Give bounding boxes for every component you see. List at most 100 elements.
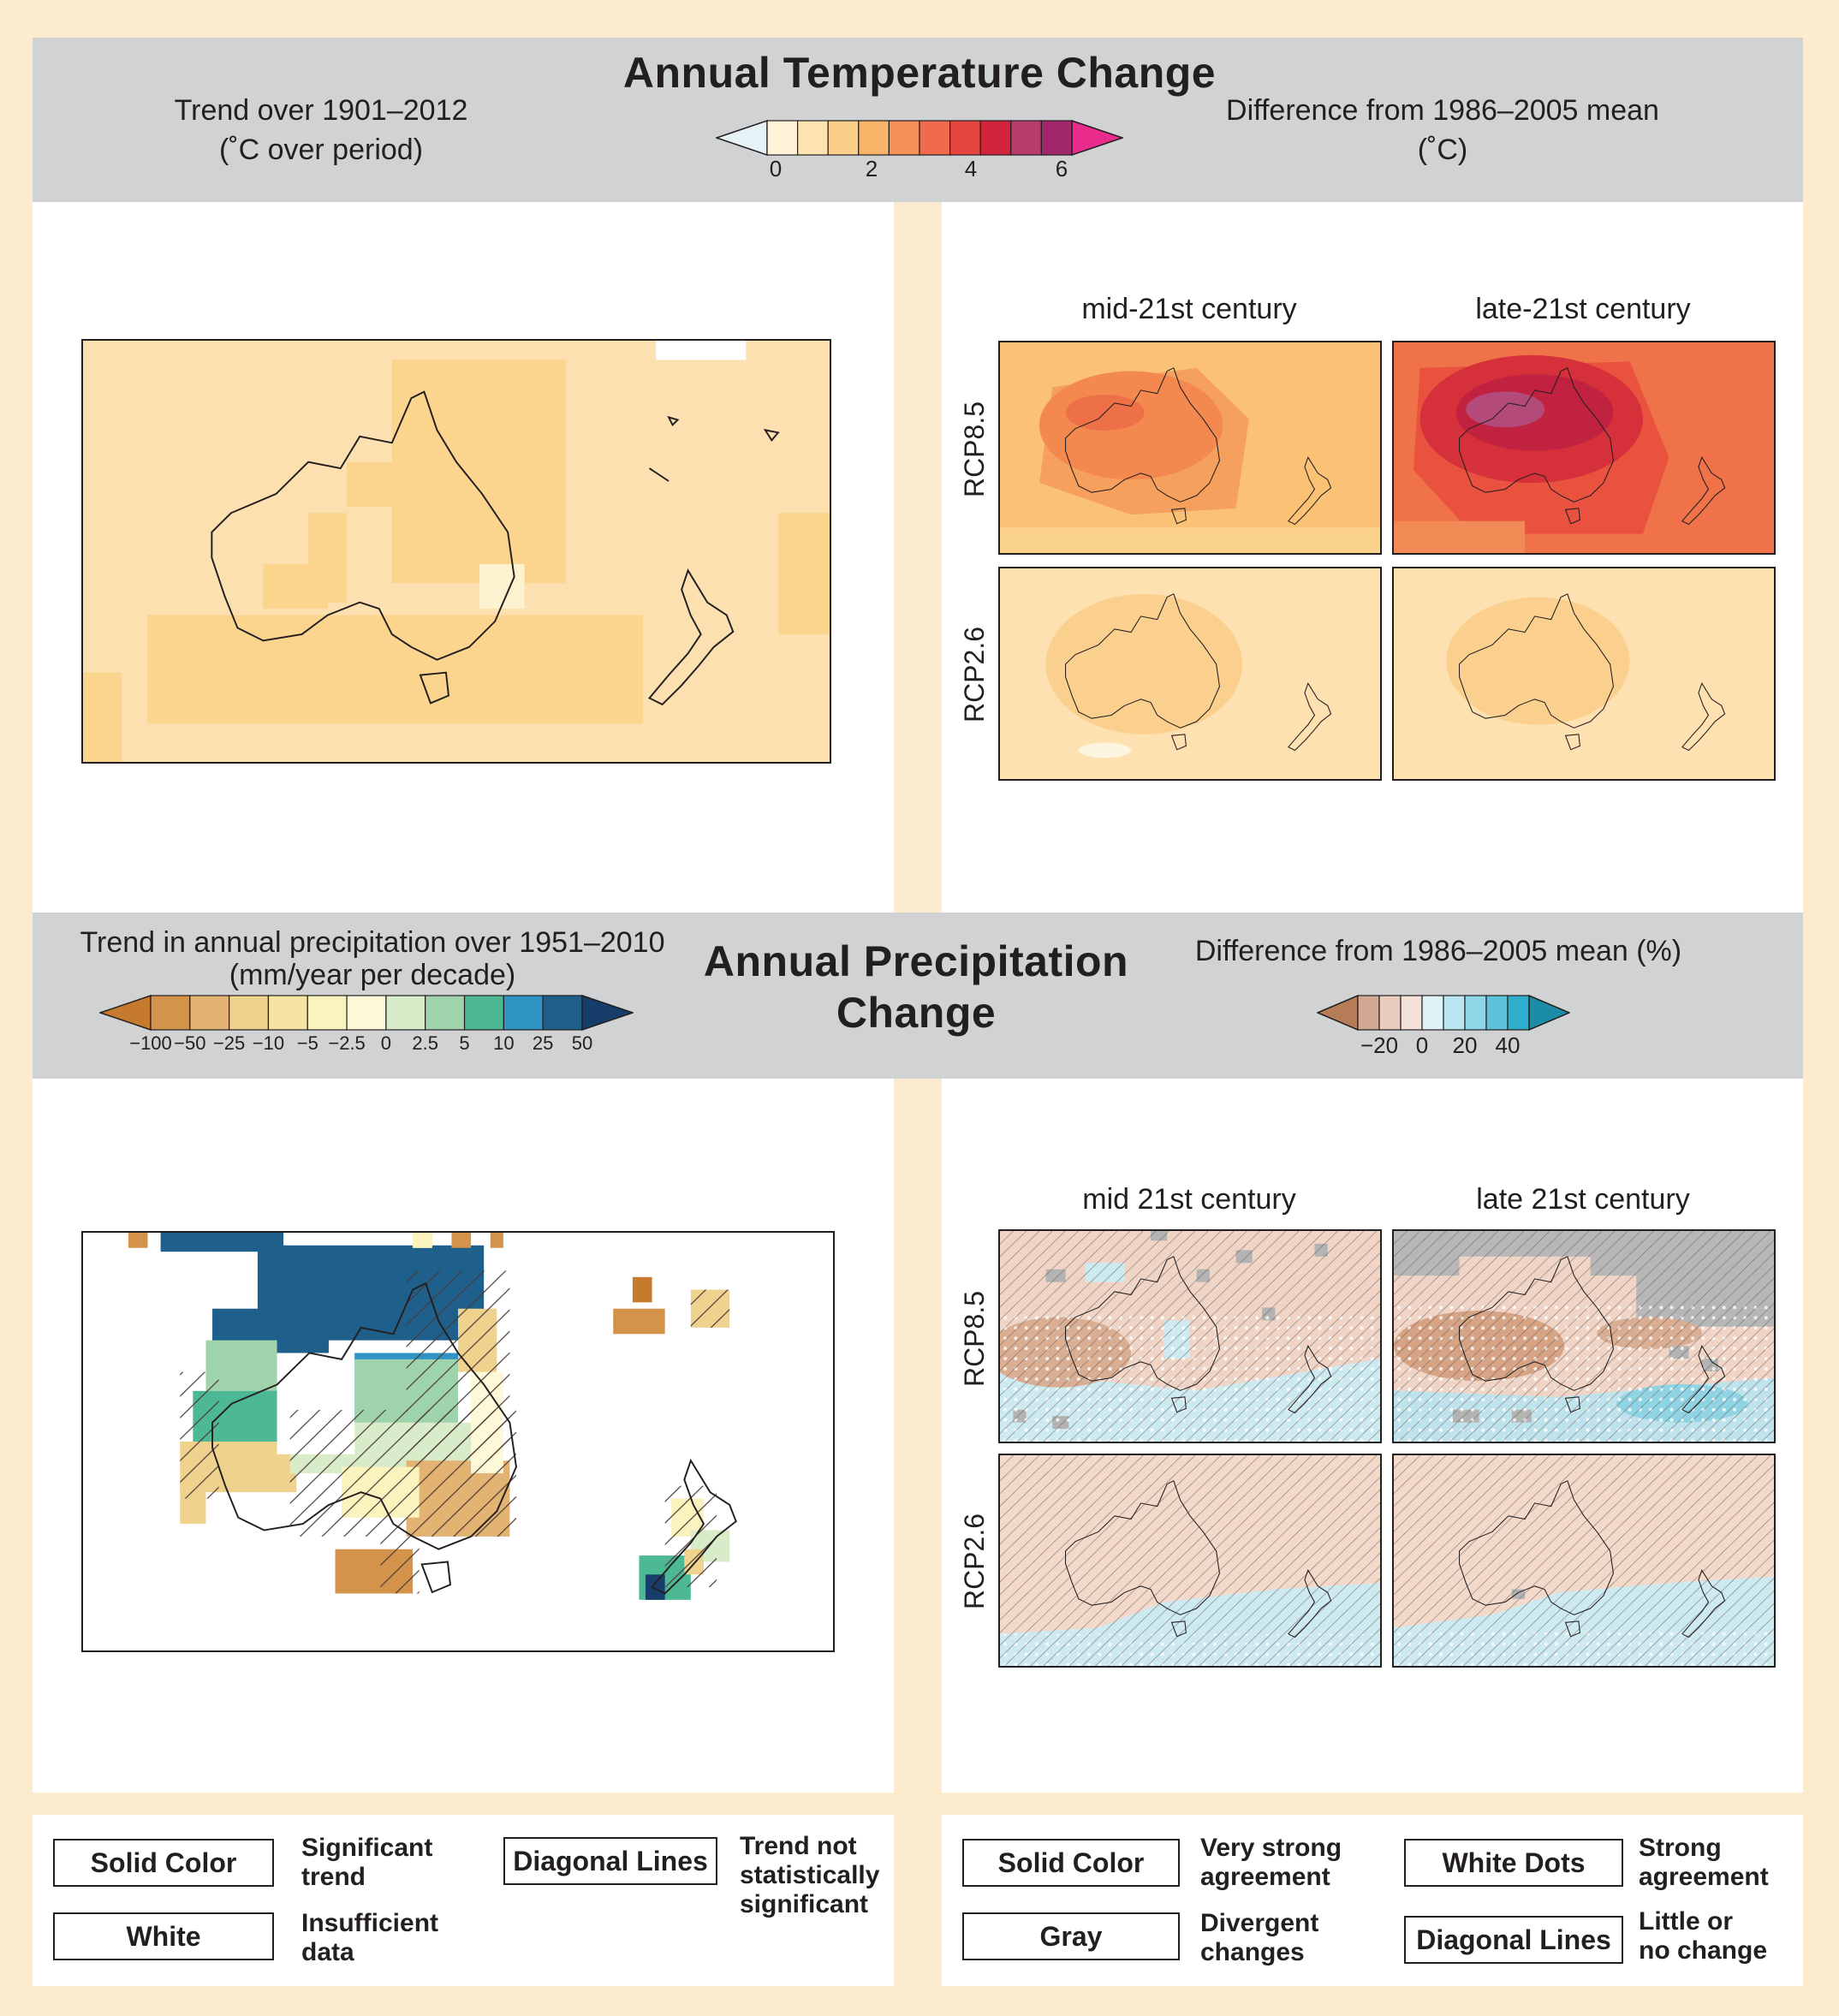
legend-right-diagonal-lines-box: Diagonal Lines bbox=[1404, 1916, 1623, 1964]
precipitation-trend-tick: −25 bbox=[212, 1032, 246, 1054]
legend-left-diagonal-desc-2: statistically bbox=[740, 1861, 880, 1889]
legend-right-gray-desc-1: Divergent bbox=[1200, 1909, 1319, 1937]
temperature-trend-label-1: Trend over 1901–2012 bbox=[174, 94, 468, 127]
precipitation-title-line1: Annual Precipitation bbox=[703, 937, 1129, 985]
temperature-rcp26-late-map bbox=[1392, 567, 1776, 781]
precipitation-difference-tick: 40 bbox=[1495, 1032, 1521, 1058]
temperature-scale-ticks: 0 2 4 6 bbox=[716, 156, 1123, 187]
scale-swatch bbox=[1357, 995, 1380, 1031]
temperature-color-scale: 0 2 4 6 bbox=[716, 120, 1123, 188]
precipitation-trend-scale-bar bbox=[99, 995, 634, 1031]
legend-left-diagonal-desc-3: significant bbox=[740, 1890, 869, 1918]
precipitation-row-rcp85: RCP8.5 bbox=[959, 1290, 990, 1388]
temperature-tick: 6 bbox=[1055, 156, 1068, 181]
scale-swatch bbox=[1464, 995, 1487, 1031]
scale-swatch bbox=[1443, 995, 1466, 1031]
precipitation-difference-scale: −20 0 20 40 bbox=[1317, 995, 1570, 1063]
precipitation-rcp26-mid-map bbox=[998, 1454, 1382, 1668]
legend-left-solid-color-box: Solid Color bbox=[53, 1839, 274, 1887]
legend-left-white-desc-1: Insufficient bbox=[301, 1909, 439, 1937]
scale-swatch bbox=[919, 120, 951, 156]
scale-arrow-high bbox=[1528, 995, 1570, 1031]
precipitation-rcp85-mid-map bbox=[998, 1229, 1382, 1443]
temperature-header-band bbox=[33, 38, 1803, 202]
temperature-projection-panel bbox=[942, 202, 1803, 913]
legend-left-white-desc-2: data bbox=[301, 1938, 354, 1966]
temperature-difference-label-2: (˚C) bbox=[1417, 134, 1468, 166]
precipitation-trend-tick: −10 bbox=[252, 1032, 285, 1054]
precipitation-trend-ticks: −100 −50 −25 −10 −5 −2.5 0 2.5 5 10 25 50 bbox=[99, 1032, 634, 1062]
precipitation-trend-label-2: (mm/year per decade) bbox=[229, 959, 516, 991]
scale-swatch bbox=[503, 995, 544, 1031]
scale-arrow-low bbox=[716, 120, 768, 156]
temperature-row-rcp85: RCP8.5 bbox=[959, 401, 990, 498]
precipitation-trend-tick: −5 bbox=[296, 1032, 318, 1054]
scale-arrow-low bbox=[99, 995, 152, 1031]
scale-swatch bbox=[827, 120, 860, 156]
precipitation-difference-label: Difference from 1986–2005 mean (%) bbox=[1194, 935, 1682, 967]
precipitation-observed-map bbox=[81, 1231, 835, 1652]
temperature-tick: 0 bbox=[769, 156, 783, 181]
precipitation-trend-tick: −2.5 bbox=[328, 1032, 366, 1054]
precipitation-difference-scale-bar bbox=[1317, 995, 1570, 1031]
temperature-rcp26-mid-map bbox=[998, 567, 1382, 781]
scale-swatch bbox=[1378, 995, 1402, 1031]
legend-right-diagonal-desc-2: no change bbox=[1639, 1936, 1768, 1965]
scale-swatch bbox=[1400, 995, 1423, 1031]
scale-swatch bbox=[346, 995, 387, 1031]
legend-right-gray-box: Gray bbox=[962, 1912, 1180, 1960]
temperature-tick: 4 bbox=[964, 156, 978, 181]
scale-swatch bbox=[425, 995, 466, 1031]
scale-swatch bbox=[1010, 120, 1042, 156]
precipitation-difference-tick: −20 bbox=[1360, 1032, 1399, 1058]
temperature-trend-label-2: (˚C over period) bbox=[218, 134, 424, 166]
legend-right-white-dots-desc-1: Strong bbox=[1639, 1834, 1722, 1862]
legend-left-diagonal-desc-1: Trend not bbox=[740, 1832, 857, 1860]
legend-right-diagonal-desc-1: Little or bbox=[1639, 1907, 1733, 1936]
temperature-scale-bar bbox=[716, 120, 1123, 156]
scale-swatch bbox=[229, 995, 270, 1031]
precipitation-rcp85-late-map bbox=[1392, 1229, 1776, 1443]
precipitation-col-mid: mid 21st century bbox=[1082, 1183, 1296, 1216]
precipitation-trend-scale: −100 −50 −25 −10 −5 −2.5 0 2.5 5 10 25 50 bbox=[99, 995, 634, 1063]
scale-swatch bbox=[796, 120, 829, 156]
scale-arrow-high bbox=[1071, 120, 1123, 156]
legend-left-white-box: White bbox=[53, 1912, 274, 1960]
legend-right-white-dots-box: White Dots bbox=[1404, 1839, 1623, 1887]
precipitation-row-rcp26: RCP2.6 bbox=[959, 1513, 990, 1610]
temperature-rcp85-late-map bbox=[1392, 341, 1776, 555]
temperature-difference-label-1: Difference from 1986–2005 mean bbox=[1226, 94, 1659, 127]
legend-left-solid-color-desc-1: Significant bbox=[301, 1834, 433, 1862]
scale-swatch bbox=[1507, 995, 1530, 1031]
legend-right-white-dots-desc-2: agreement bbox=[1639, 1863, 1769, 1891]
scale-swatch bbox=[766, 120, 799, 156]
scale-swatch bbox=[385, 995, 426, 1031]
scale-arrow-low bbox=[1317, 995, 1359, 1031]
precipitation-trend-tick: −50 bbox=[174, 1032, 206, 1054]
precipitation-trend-tick: 0 bbox=[380, 1032, 392, 1054]
scale-swatch bbox=[979, 120, 1012, 156]
temperature-row-rcp26: RCP2.6 bbox=[959, 626, 990, 723]
precipitation-difference-tick: 20 bbox=[1452, 1032, 1478, 1058]
legend-right-gray-desc-2: changes bbox=[1200, 1938, 1305, 1966]
scale-swatch bbox=[1040, 120, 1073, 156]
temperature-col-late: late-21st century bbox=[1475, 293, 1691, 325]
legend-right-solid-color-desc-2: agreement bbox=[1200, 1863, 1330, 1891]
scale-swatch bbox=[858, 120, 890, 156]
scale-swatch bbox=[189, 995, 230, 1031]
scale-arrow-high bbox=[581, 995, 634, 1031]
scale-swatch bbox=[1421, 995, 1444, 1031]
precipitation-difference-ticks: −20 0 20 40 bbox=[1317, 1032, 1570, 1062]
precipitation-difference-tick: 0 bbox=[1415, 1032, 1429, 1058]
temperature-tick: 2 bbox=[865, 156, 878, 181]
temperature-title: Annual Temperature Change bbox=[622, 49, 1217, 97]
scale-swatch bbox=[949, 120, 981, 156]
scale-swatch bbox=[542, 995, 583, 1031]
scale-swatch bbox=[306, 995, 348, 1031]
precipitation-trend-label-1: Trend in annual precipitation over 1951–… bbox=[80, 926, 665, 959]
scale-swatch bbox=[463, 995, 504, 1031]
scale-swatch bbox=[150, 995, 191, 1031]
precipitation-trend-tick: 25 bbox=[532, 1032, 554, 1054]
legend-right-solid-color-box: Solid Color bbox=[962, 1839, 1180, 1887]
legend-right-solid-color-desc-1: Very strong bbox=[1200, 1834, 1342, 1862]
